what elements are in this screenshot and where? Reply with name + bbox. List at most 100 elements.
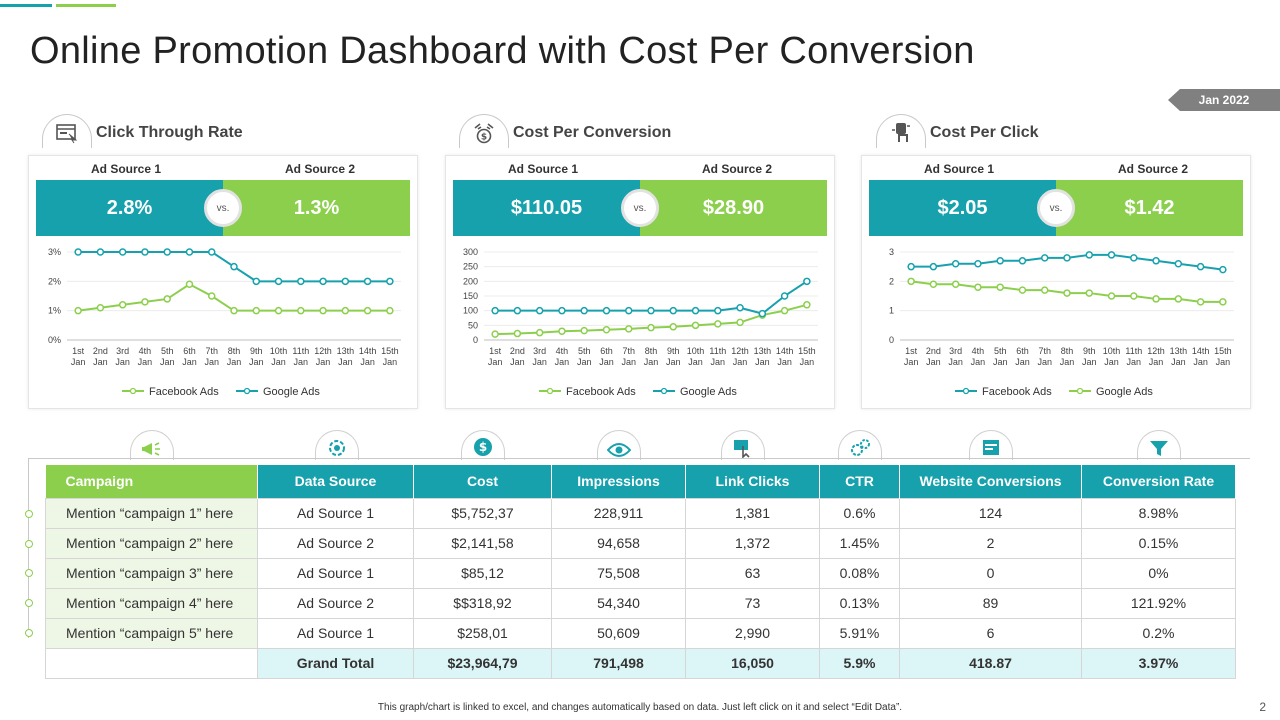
cell-total-label: Grand Total	[257, 647, 414, 679]
x-tick-label: 12th	[1147, 346, 1165, 356]
x-tick-label: Jan	[1193, 357, 1208, 367]
legend-label: Google Ads	[680, 386, 737, 398]
data-point	[996, 257, 1004, 265]
row-bullet	[25, 599, 33, 607]
cell-conversion-rate: 0.2%	[1081, 617, 1236, 649]
data-point	[163, 295, 171, 303]
x-tick-label: Jan	[1216, 357, 1231, 367]
x-tick-label: Jan	[711, 357, 726, 367]
x-tick-label: 1st	[489, 346, 502, 356]
x-tick-label: Jan	[755, 357, 770, 367]
campaign-table: Campaign Data Source Cost Impressions Li…	[45, 465, 1236, 679]
source2-label: Ad Source 2	[284, 162, 356, 176]
x-tick-label: Jan	[360, 357, 375, 367]
data-point	[951, 259, 960, 268]
data-point	[996, 283, 1004, 291]
x-tick-label: 9th	[667, 346, 680, 356]
cell-ctr: 1.45%	[819, 527, 900, 559]
x-tick-label: Jan	[1082, 357, 1097, 367]
data-point	[274, 306, 283, 315]
panel-header-cpc: Cost Per Click	[876, 114, 1038, 148]
browser-click-icon	[42, 114, 92, 148]
x-tick-label: 9th	[250, 346, 263, 356]
cell-impressions: 94,658	[551, 527, 686, 559]
x-tick-label: 13th	[754, 346, 772, 356]
data-point	[647, 306, 655, 315]
legend-label: Google Ads	[1096, 386, 1153, 398]
data-point	[669, 306, 678, 315]
table-header-row: Campaign Data Source Cost Impressions Li…	[45, 465, 1236, 498]
data-point	[1130, 254, 1138, 262]
vs-badge: vs.	[1037, 189, 1075, 227]
data-point	[669, 323, 678, 331]
data-point	[780, 292, 789, 300]
panel-header-ctr: Click Through Rate	[42, 114, 243, 148]
x-tick-label: Jan	[1060, 357, 1075, 367]
y-tick-label: 2%	[48, 276, 61, 286]
cell-total-website-conversions: 418.87	[899, 647, 1082, 679]
page-title: Online Promotion Dashboard with Cost Per…	[30, 30, 975, 72]
data-point	[1085, 251, 1094, 259]
cell-impressions: 228,911	[551, 497, 686, 529]
data-point	[319, 306, 327, 315]
data-point	[1107, 251, 1116, 259]
data-point	[951, 280, 960, 289]
x-tick-label: 6th	[183, 346, 196, 356]
cell-cost: $$318,92	[413, 587, 552, 619]
data-point	[207, 248, 216, 256]
data-point	[341, 277, 350, 286]
data-point	[74, 248, 82, 256]
table-row: Mention “campaign 3” here Ad Source 1 $8…	[45, 557, 1236, 589]
table-frame-left	[28, 458, 29, 638]
data-point	[1085, 289, 1094, 297]
x-tick-label: 8th	[645, 346, 658, 356]
cell-cost: $5,752,37	[413, 497, 552, 529]
data-point	[1018, 257, 1027, 265]
top-accent-teal	[0, 4, 52, 7]
data-point	[96, 248, 105, 256]
source2-kpi: 1.3%	[223, 180, 410, 236]
cell-link-clicks: 2,990	[685, 617, 820, 649]
data-point	[207, 292, 216, 300]
x-tick-label: 4th	[139, 346, 152, 356]
cell-conversion-rate: 8.98%	[1081, 497, 1236, 529]
data-point	[1174, 259, 1183, 268]
y-tick-label: 250	[463, 262, 478, 272]
cell-impressions: 75,508	[551, 557, 686, 589]
panel-cpconv: Ad Source 1 Ad Source 2 $110.05 $28.90 vs…	[445, 155, 835, 409]
legend-label: Facebook Ads	[149, 386, 219, 398]
x-tick-label: 9th	[1083, 346, 1096, 356]
x-tick-label: Jan	[577, 357, 592, 367]
data-point	[929, 280, 938, 289]
table-row: Mention “campaign 1” here Ad Source 1 $5…	[45, 497, 1236, 529]
legend-label: Google Ads	[263, 386, 320, 398]
x-tick-label: Jan	[926, 357, 941, 367]
cell-website-conversions: 89	[899, 587, 1082, 619]
data-point	[1018, 286, 1027, 294]
data-point	[319, 277, 327, 286]
legend-marker	[243, 387, 251, 395]
data-point	[736, 318, 744, 327]
cell-campaign: Mention “campaign 3” here	[45, 557, 258, 589]
source2-kpi: $1.42	[1056, 180, 1243, 236]
source1-label: Ad Source 1	[90, 162, 162, 176]
top-accent-green	[56, 4, 116, 7]
data-point	[907, 277, 915, 286]
cell-total-link-clicks: 16,050	[685, 647, 820, 679]
x-tick-label: 8th	[1061, 346, 1074, 356]
y-tick-label: 0	[889, 335, 894, 345]
source2-label: Ad Source 2	[701, 162, 773, 176]
panel-title-cpc: Cost Per Click	[930, 124, 1039, 141]
x-tick-label: Jan	[271, 357, 286, 367]
x-tick-label: 2nd	[926, 346, 941, 356]
panel-ctr: Ad Source 1 Ad Source 2 2.8% 1.3% vs. 0% 1…	[28, 155, 418, 409]
x-tick-label: Jan	[510, 357, 525, 367]
x-tick-label: 5th	[994, 346, 1007, 356]
data-point	[163, 248, 171, 256]
x-tick-label: 14th	[359, 346, 377, 356]
cell-conversion-rate: 0%	[1081, 557, 1236, 589]
cell-ctr: 5.91%	[819, 617, 900, 649]
x-tick-label: 13th	[337, 346, 355, 356]
data-point	[297, 306, 305, 315]
cpc-line-chart: 01231stJan2ndJan3rdJan4thJan5thJan6thJan…	[889, 247, 1234, 398]
